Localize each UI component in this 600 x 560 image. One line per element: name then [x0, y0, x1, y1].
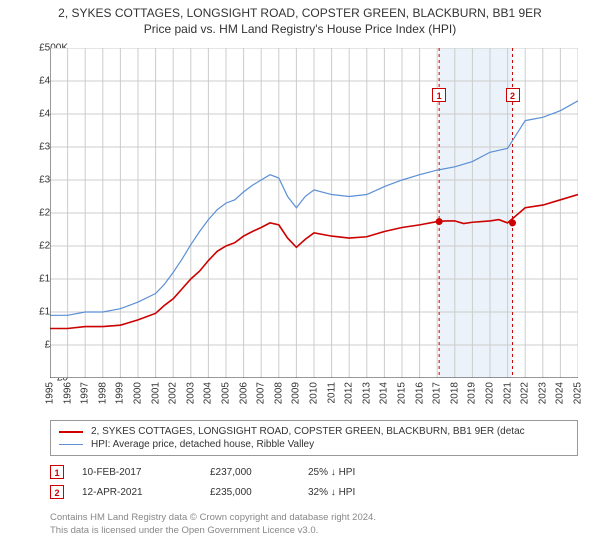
- x-axis-tick-label: 2012: [344, 382, 355, 404]
- x-axis-tick-label: 2015: [397, 382, 408, 404]
- sale-marker-icon: 2: [50, 485, 64, 499]
- sale-price: £235,000: [210, 487, 290, 498]
- legend-swatch-property: [59, 431, 83, 433]
- copyright-notice: Contains HM Land Registry data © Crown c…: [50, 512, 578, 538]
- x-axis-tick-label: 2008: [273, 382, 284, 404]
- x-axis-tick-label: 2005: [221, 382, 232, 404]
- x-axis-tick-label: 1999: [115, 382, 126, 404]
- x-axis-tick-label: 2003: [185, 382, 196, 404]
- x-axis-tick-label: 1998: [97, 382, 108, 404]
- sale-date: 10-FEB-2017: [82, 467, 192, 478]
- chart-title-address: 2, SYKES COTTAGES, LONGSIGHT ROAD, COPST…: [10, 6, 590, 20]
- x-axis-tick-label: 2017: [432, 382, 443, 404]
- x-axis-tick-label: 2001: [150, 382, 161, 404]
- legend-label-hpi: HPI: Average price, detached house, Ribb…: [91, 439, 314, 450]
- x-axis-tick-label: 2023: [537, 382, 548, 404]
- x-axis-tick-label: 2013: [361, 382, 372, 404]
- x-axis-tick-label: 2009: [291, 382, 302, 404]
- x-axis-tick-label: 2010: [309, 382, 320, 404]
- x-axis-tick-label: 2007: [256, 382, 267, 404]
- x-axis-tick-label: 2014: [379, 382, 390, 404]
- sale-pct-vs-hpi: 25% ↓ HPI: [308, 467, 418, 478]
- chart-legend: 2, SYKES COTTAGES, LONGSIGHT ROAD, COPST…: [50, 420, 578, 456]
- x-axis-tick-label: 2000: [133, 382, 144, 404]
- x-axis-tick-label: 2004: [203, 382, 214, 404]
- arrow-down-icon: ↓: [331, 467, 336, 478]
- x-axis-tick-label: 1995: [45, 382, 56, 404]
- x-axis-tick-label: 2021: [502, 382, 513, 404]
- arrow-down-icon: ↓: [331, 487, 336, 498]
- sale-price: £237,000: [210, 467, 290, 478]
- sale-date: 12-APR-2021: [82, 487, 192, 498]
- x-axis-tick-label: 1997: [80, 382, 91, 404]
- sale-row: 2 12-APR-2021 £235,000 32% ↓ HPI: [50, 482, 578, 502]
- chart-marker-label: 2: [506, 88, 520, 102]
- legend-label-property: 2, SYKES COTTAGES, LONGSIGHT ROAD, COPST…: [91, 426, 525, 437]
- sale-marker-icon: 1: [50, 465, 64, 479]
- sale-events-table: 1 10-FEB-2017 £237,000 25% ↓ HPI 2 12-AP…: [50, 462, 578, 502]
- chart-plot-area: [50, 48, 578, 378]
- legend-swatch-hpi: [59, 444, 83, 445]
- sale-pct-vs-hpi: 32% ↓ HPI: [308, 487, 418, 498]
- x-axis-tick-label: 2024: [555, 382, 566, 404]
- x-axis-tick-label: 2002: [168, 382, 179, 404]
- x-axis-tick-label: 2022: [520, 382, 531, 404]
- chart-marker-label: 1: [432, 88, 446, 102]
- sale-row: 1 10-FEB-2017 £237,000 25% ↓ HPI: [50, 462, 578, 482]
- x-axis-tick-label: 1996: [62, 382, 73, 404]
- x-axis-tick-label: 2020: [485, 382, 496, 404]
- x-axis-tick-label: 2016: [414, 382, 425, 404]
- x-axis-tick-label: 2025: [573, 382, 584, 404]
- chart-title-sub: Price paid vs. HM Land Registry's House …: [10, 22, 590, 36]
- x-axis-tick-label: 2006: [238, 382, 249, 404]
- x-axis-tick-label: 2011: [326, 382, 337, 404]
- x-axis-tick-label: 2019: [467, 382, 478, 404]
- x-axis-tick-label: 2018: [449, 382, 460, 404]
